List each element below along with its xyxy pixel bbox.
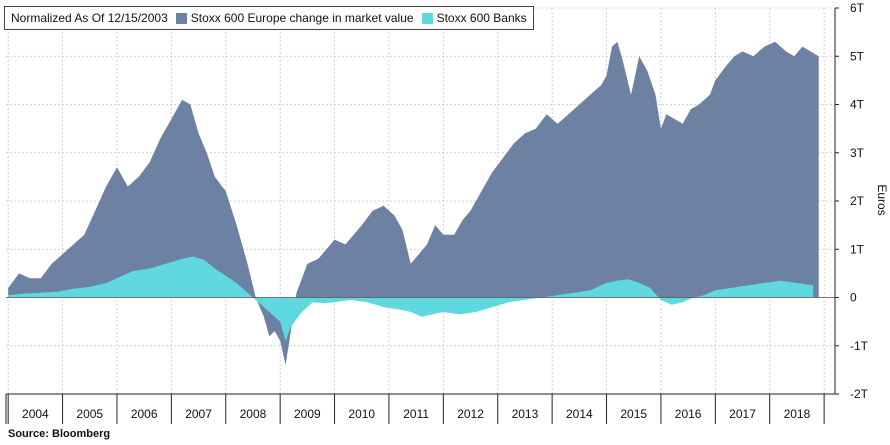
series-areas [8,41,819,366]
legend-item-stoxx600: Stoxx 600 Europe change in market value [175,11,414,25]
legend-label-banks: Stoxx 600 Banks [436,11,527,25]
y-tick-label: 6T [850,1,865,15]
y-tick-label: 1T [850,242,865,256]
x-tick-label: 2015 [620,407,647,421]
x-tick-label: 2008 [240,407,267,421]
y-tick-label: 5T [850,49,865,63]
x-tick-label: 2013 [512,407,539,421]
x-tick-label: 2007 [185,407,212,421]
x-tick-label: 2012 [457,407,484,421]
y-tick-label: -2T [850,387,869,401]
x-axis: 2004 2005 2006 2007 2008 2009 2010 2011 2012 2013… [5,394,825,424]
y-tick-label: 4T [850,98,865,112]
x-tick-label: 2017 [729,407,756,421]
x-tick-label: 2014 [566,407,593,421]
y-tick-label: 2T [850,194,865,208]
y-tick-label: 3T [850,146,865,160]
x-tick-label: 2010 [348,407,375,421]
legend-normalization-note: Normalized As Of 12/15/2003 [11,11,168,25]
series-area-banks [8,256,814,341]
legend-label-stoxx600: Stoxx 600 Europe change in market value [190,11,414,25]
legend-item-banks: Stoxx 600 Banks [421,11,527,25]
source-note: Source: Bloomberg [8,428,111,440]
y-tick-label: -1T [850,339,869,353]
y-tick-label: 0 [850,291,857,305]
legend-note-text: Normalized As Of 12/15/2003 [11,11,168,25]
x-tick-label: 2004 [22,407,49,421]
x-tick-label: 2011 [403,407,429,421]
legend: Normalized As Of 12/15/2003 Stoxx 600 Eu… [4,6,534,30]
x-tick-label: 2018 [784,407,811,421]
x-tick-label: 2005 [76,407,103,421]
legend-swatch-stoxx600 [175,12,187,24]
y-axis-ticks: -2T -1T 0 1T 2T 3T 4T 5T 6T [835,1,869,401]
x-tick-label: 2006 [131,407,158,421]
x-tick-label: 2009 [294,407,321,421]
x-tick-label: 2016 [675,407,702,421]
y-axis-label: Euros [875,184,889,215]
legend-swatch-banks [421,12,433,24]
